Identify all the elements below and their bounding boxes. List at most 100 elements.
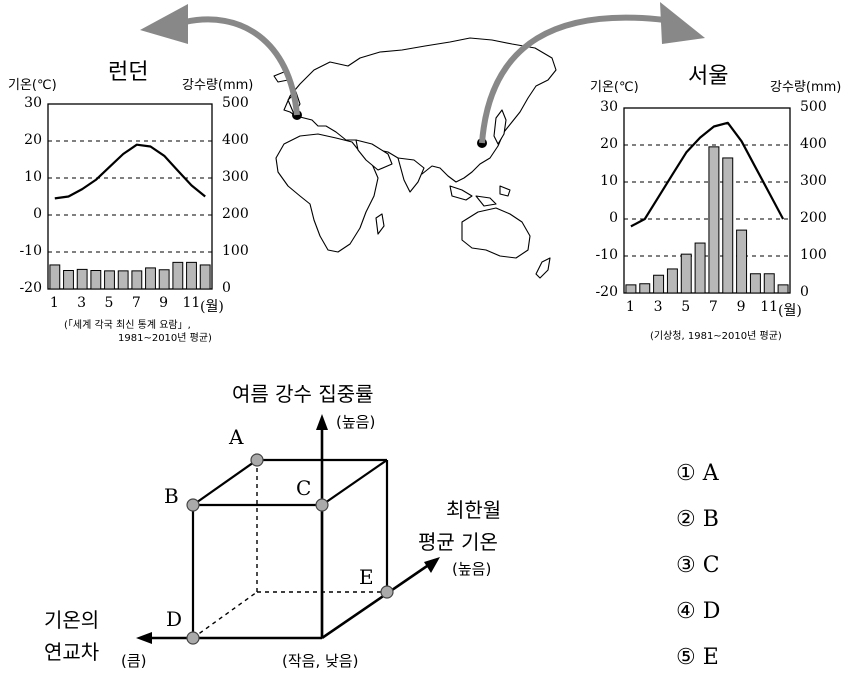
- new-zealand: [535, 257, 551, 279]
- london-right-tick: 0: [222, 280, 231, 296]
- london-right-tick: 100: [222, 243, 249, 259]
- london-left-tick: -20: [19, 280, 42, 296]
- axis-up-arrowhead: [316, 414, 328, 430]
- london-left-tick: 10: [24, 169, 42, 185]
- london-right-tick: 400: [222, 132, 249, 148]
- london-month-unit: (월): [200, 299, 224, 315]
- japan: [493, 109, 507, 145]
- london-precip-bar: [158, 269, 170, 290]
- seoul-left-tick: 20: [600, 136, 618, 152]
- india-landmass: [397, 157, 425, 193]
- seoul-title: 서울: [688, 64, 729, 89]
- point-c-marker: [315, 498, 329, 512]
- seoul-month-tick: 3: [653, 299, 663, 315]
- point-e-marker: [380, 585, 394, 599]
- london-left-tick: 20: [24, 132, 42, 148]
- london-left-tick: 30: [24, 95, 42, 111]
- axis-left-title-2: 연교차: [44, 640, 100, 664]
- seoul-precip-bar: [653, 274, 665, 294]
- seoul-left-tick: 10: [600, 173, 618, 189]
- seoul-left-tick: 30: [600, 99, 618, 115]
- seoul-precip-bar: [708, 146, 720, 294]
- london-month-tick: 11: [182, 295, 201, 311]
- seoul-precip-bar: [763, 273, 775, 294]
- london-plot-frame: [47, 103, 213, 290]
- sea-islands: [449, 185, 511, 207]
- choice-3[interactable]: ③ C: [676, 553, 720, 578]
- london-temp-label: 기온(℃): [8, 78, 57, 93]
- choice-num: ②: [676, 507, 696, 532]
- choice-label: D: [702, 599, 721, 624]
- seoul-precip-bar: [749, 273, 761, 294]
- axis-left-title-1: 기온의: [44, 608, 100, 632]
- seoul-right-tick: 400: [800, 136, 827, 152]
- africa-landmass: [275, 133, 379, 253]
- choice-5[interactable]: ⑤ E: [676, 645, 719, 670]
- axis-right-title-1: 최한월: [446, 498, 502, 522]
- seoul-precip-bar: [694, 242, 706, 294]
- point-a-marker: [250, 453, 264, 467]
- london-precip-bar: [104, 270, 115, 290]
- london-arrow: [184, 16, 300, 116]
- seoul-precip-bar: [625, 284, 637, 294]
- london-precip-bar: [186, 261, 197, 290]
- seoul-arrowhead: [660, 2, 705, 44]
- london-right-tick: 200: [222, 206, 249, 222]
- seoul-precip-label: 강수량(mm): [770, 80, 842, 95]
- seoul-left-tick: 0: [609, 210, 618, 226]
- madagascar: [375, 213, 385, 235]
- choice-2[interactable]: ② B: [676, 507, 719, 532]
- choice-label: B: [702, 507, 719, 532]
- london-month-tick: 9: [159, 295, 169, 311]
- london-precip-bar: [117, 270, 129, 290]
- point-e-label: E: [359, 565, 374, 589]
- choice-label: E: [702, 645, 719, 670]
- london-precip-label: 강수량(mm): [182, 78, 254, 93]
- seoul-left-tick: -20: [595, 284, 618, 300]
- seoul-precip-bar: [680, 253, 692, 294]
- seoul-source: (기상청, 1981~2010년 평균): [650, 331, 782, 342]
- point-b-label: B: [164, 484, 179, 508]
- london-precip-bar: [90, 270, 102, 290]
- seoul-arrow: [479, 14, 666, 144]
- point-d-marker: [186, 631, 200, 645]
- seoul-precip-bar: [639, 283, 651, 294]
- choice-num: ①: [676, 461, 696, 486]
- point-b-marker: [186, 498, 200, 512]
- choice-label: C: [702, 553, 720, 578]
- seoul-precip-bar: [777, 284, 789, 294]
- point-d-label: D: [166, 607, 183, 631]
- arabia-landmass: [355, 139, 393, 171]
- choice-4[interactable]: ④ D: [676, 599, 720, 624]
- seoul-temp-label: 기온(℃): [590, 80, 639, 95]
- axis-right-line: [321, 562, 431, 640]
- axis-right-title-2: 평균 기온: [418, 530, 498, 554]
- seoul-precip-bar: [722, 157, 734, 294]
- london-precip-bar: [199, 264, 211, 290]
- london-precip-bar: [63, 270, 74, 290]
- choice-num: ④: [676, 599, 696, 624]
- axis-up-note: (높음): [336, 413, 376, 431]
- seoul-month-tick: 1: [625, 299, 635, 315]
- choice-num: ③: [676, 553, 696, 578]
- seoul-month-tick: 7: [708, 299, 718, 315]
- point-c-label: C: [296, 476, 312, 500]
- seoul-month-tick: 9: [736, 299, 746, 315]
- london-precip-bar: [145, 267, 156, 290]
- london-precip-bar: [76, 268, 88, 290]
- london-month-tick: 7: [131, 295, 141, 311]
- axis-left-note: (큼): [121, 652, 147, 670]
- seoul-right-tick: 100: [800, 247, 827, 263]
- seoul-left-tick: -10: [595, 247, 618, 263]
- london-right-tick: 300: [222, 169, 249, 185]
- axis-up-title: 여름 강수 집중률: [232, 382, 374, 406]
- london-month-tick: 3: [77, 295, 87, 311]
- london-precip-bar: [172, 261, 184, 290]
- london-month-tick: 1: [49, 295, 59, 311]
- seoul-temp-line: [630, 121, 785, 228]
- choice-1[interactable]: ① A: [676, 461, 719, 486]
